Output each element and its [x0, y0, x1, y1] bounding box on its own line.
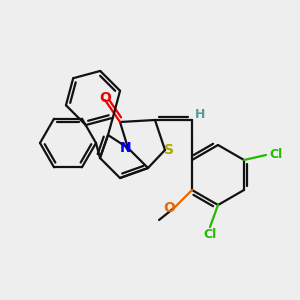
Text: O: O [163, 201, 175, 215]
Text: O: O [99, 91, 111, 105]
Text: S: S [164, 143, 174, 157]
Text: Cl: Cl [269, 148, 283, 161]
Text: H: H [195, 109, 205, 122]
Text: N: N [120, 141, 132, 155]
Text: Cl: Cl [203, 229, 217, 242]
